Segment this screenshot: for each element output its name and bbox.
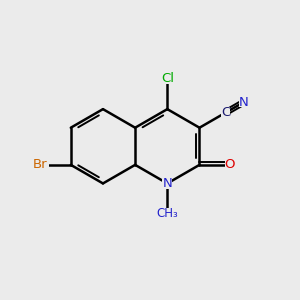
FancyBboxPatch shape xyxy=(32,159,49,170)
Text: C: C xyxy=(221,106,230,119)
Text: CH₃: CH₃ xyxy=(156,207,178,220)
Text: Br: Br xyxy=(33,158,48,171)
Text: N: N xyxy=(239,96,248,109)
Text: N: N xyxy=(162,177,172,190)
FancyBboxPatch shape xyxy=(163,178,172,189)
FancyBboxPatch shape xyxy=(225,160,235,170)
Text: Cl: Cl xyxy=(161,72,174,85)
FancyBboxPatch shape xyxy=(239,97,248,107)
FancyBboxPatch shape xyxy=(159,73,175,84)
FancyBboxPatch shape xyxy=(157,208,178,220)
FancyBboxPatch shape xyxy=(221,107,230,118)
Text: O: O xyxy=(225,158,235,171)
